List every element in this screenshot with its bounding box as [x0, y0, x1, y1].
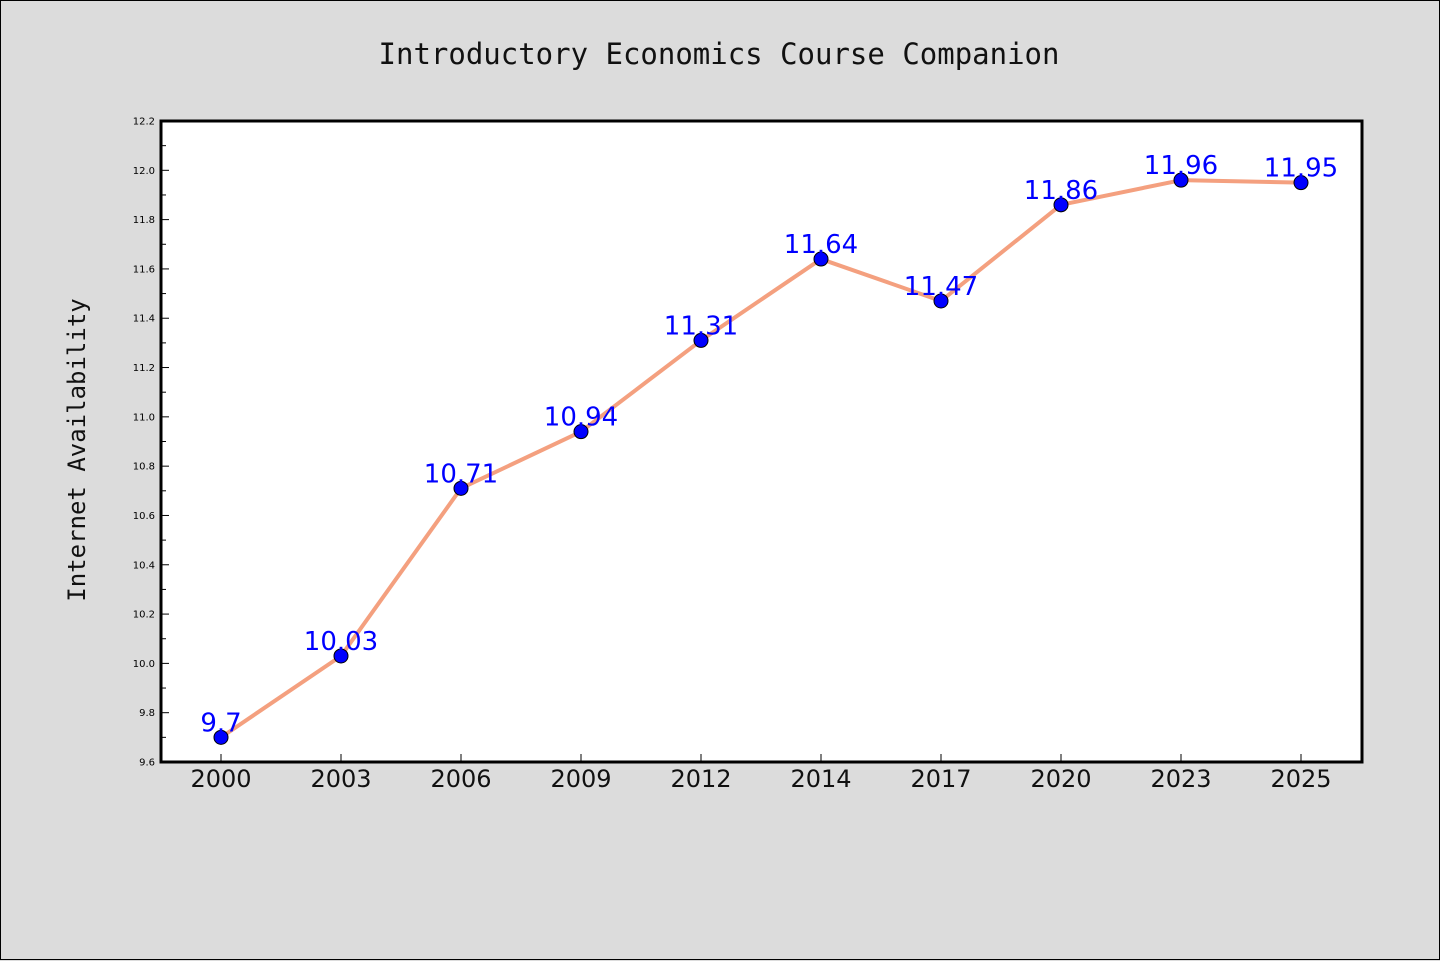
y-axis-label: Internet Availability — [63, 298, 91, 601]
series-line — [219, 178, 1303, 740]
data-label: 11.96 — [1144, 151, 1218, 181]
plot-area — [159, 119, 1364, 764]
y-axis-ticks: 9.6 9.8 10.0 10.2 10.4 10.6 10.8 11.0 11.2 11.4 11… — [133, 117, 169, 769]
data-label: 11.31 — [664, 311, 738, 341]
y-tick-label: 9.8 — [139, 708, 155, 719]
data-label: 11.95 — [1264, 154, 1338, 184]
data-point-marker — [813, 251, 829, 267]
y-tick-label: 10.4 — [133, 560, 155, 571]
data-label: 11.47 — [904, 272, 978, 302]
x-tick-label: 2017 — [910, 765, 971, 793]
x-tick-label: 2003 — [310, 765, 371, 793]
data-point-marker — [1173, 172, 1189, 188]
x-tick-label: 2012 — [670, 765, 731, 793]
data-label: 10.71 — [424, 459, 498, 489]
data-point-marker — [333, 648, 349, 664]
data-point-marker — [1293, 175, 1309, 191]
x-axis-ticks: 2000 2003 2006 2009 2012 2014 2017 2020 2023 2025 — [190, 754, 1332, 793]
data-point-marker — [933, 293, 949, 309]
x-tick-label: 2025 — [1270, 765, 1331, 793]
data-label: 10.03 — [304, 627, 378, 657]
y-tick-label: 11.2 — [133, 363, 155, 374]
x-tick-label: 2006 — [430, 765, 491, 793]
y-tick-label: 10.6 — [133, 511, 155, 522]
y-tick-label: 11.8 — [133, 215, 155, 226]
x-tick-label: 2023 — [1150, 765, 1211, 793]
y-tick-label: 10.2 — [133, 610, 155, 621]
y-tick-label: 10.0 — [133, 659, 155, 670]
data-point-marker — [573, 424, 589, 440]
y-tick-label: 12.2 — [133, 117, 155, 128]
data-label: 11.64 — [784, 230, 858, 260]
y-tick-label: 11.0 — [133, 412, 155, 423]
series-line-group — [219, 178, 1303, 740]
y-tick-label: 9.6 — [139, 758, 155, 769]
data-point-marker — [693, 332, 709, 348]
x-tick-label: 2000 — [190, 765, 251, 793]
data-point-marker — [213, 729, 229, 745]
data-point-marker — [1053, 197, 1069, 213]
x-tick-label: 2009 — [550, 765, 611, 793]
y-tick-label: 12.0 — [133, 166, 155, 177]
y-tick-label: 11.4 — [133, 314, 155, 325]
data-label: 10.94 — [544, 403, 618, 433]
data-point-marker — [453, 480, 469, 496]
y-tick-label: 10.8 — [133, 462, 155, 473]
data-labels: 9.7 10.03 10.71 10.94 11.31 11.64 11.47 11.86 11… — [200, 151, 1338, 738]
data-label: 11.86 — [1024, 176, 1098, 206]
x-tick-label: 2014 — [790, 765, 851, 793]
data-label: 9.7 — [200, 708, 241, 738]
x-tick-label: 2020 — [1030, 765, 1091, 793]
data-markers — [213, 172, 1309, 745]
chart-title: Introductory Economics Course Companion — [379, 37, 1060, 71]
y-tick-label: 11.6 — [133, 264, 155, 275]
